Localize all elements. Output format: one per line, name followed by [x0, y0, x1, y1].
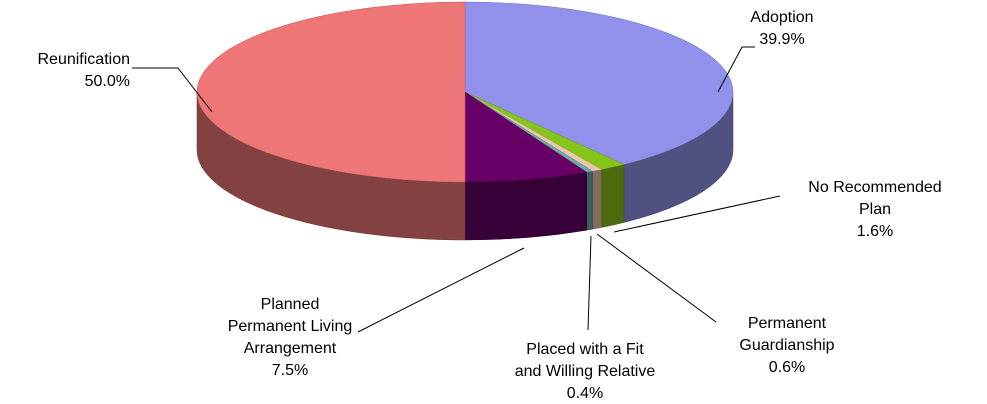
- pie-slice-side: [464, 171, 587, 241]
- leader-line: [717, 46, 755, 93]
- leader-line: [596, 233, 717, 323]
- pie-slice: [464, 1, 734, 165]
- slice-label: Placed with a Fit and Willing Relative 0.…: [490, 339, 680, 404]
- slice-label: Planned Permanent Living Arrangement 7.5%: [205, 294, 375, 382]
- leader-line: [587, 235, 592, 331]
- slice-label: Permanent Guardianship 0.6%: [712, 313, 862, 379]
- category-label: Planned Permanent Living Arrangement: [227, 296, 353, 357]
- leader-line: [613, 195, 781, 233]
- pie-slice-side: [586, 170, 593, 231]
- value-label: 7.5%: [271, 362, 309, 379]
- slice-label: No Recommended Plan 1.6%: [790, 177, 960, 243]
- value-label: 0.6%: [768, 359, 806, 376]
- value-label: 0.4%: [566, 385, 604, 402]
- pie-slice-side: [592, 169, 602, 230]
- category-label: Placed with a Fit and Willing Relative: [514, 341, 656, 380]
- leader-line: [132, 67, 213, 113]
- pie-slice-side: [601, 164, 625, 228]
- category-label: Reunification: [37, 51, 131, 68]
- pie-slice: [464, 91, 588, 183]
- leader-line: [357, 247, 525, 333]
- value-label: 39.9%: [759, 31, 805, 48]
- value-label: 50.0%: [84, 73, 130, 90]
- category-label: Adoption: [750, 9, 814, 26]
- category-label: No Recommended Plan: [808, 179, 942, 218]
- value-label: 1.6%: [856, 223, 894, 240]
- slice-label: Adoption 39.9%: [722, 7, 842, 51]
- category-label: Permanent Guardianship: [739, 315, 835, 354]
- slice-label: Reunification 50.0%: [0, 49, 131, 93]
